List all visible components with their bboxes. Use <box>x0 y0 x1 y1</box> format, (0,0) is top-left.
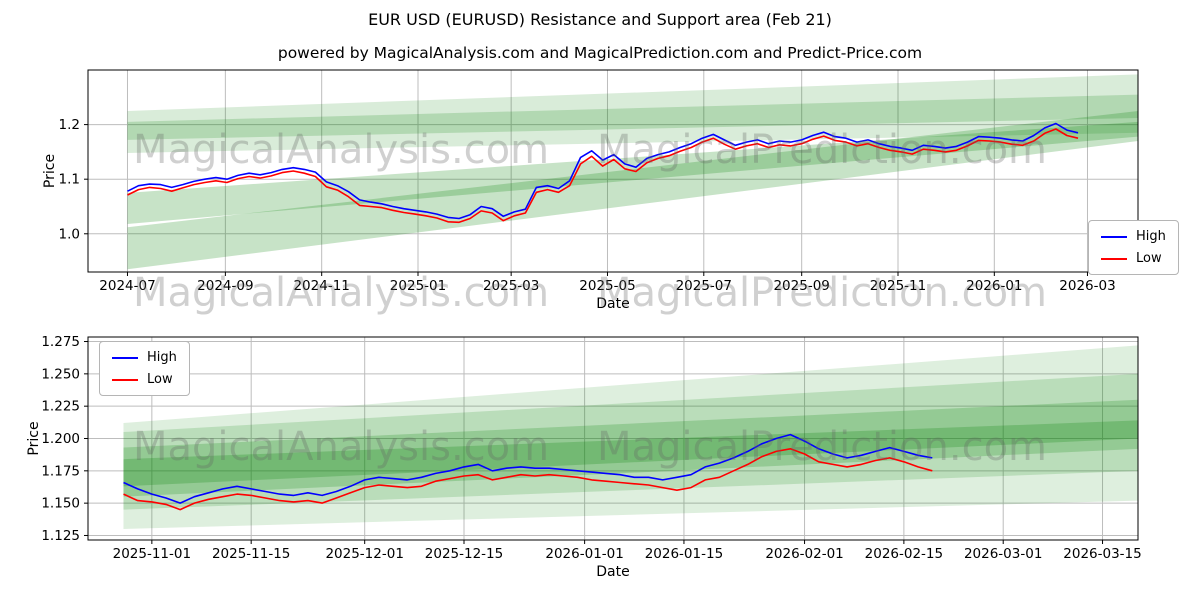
svg-text:2026-02-15: 2026-02-15 <box>865 546 943 562</box>
svg-text:1.2: 1.2 <box>59 117 80 133</box>
figure-title: EUR USD (EURUSD) Resistance and Support … <box>368 10 832 29</box>
svg-text:1.0: 1.0 <box>59 226 80 242</box>
legend-label-high: High <box>1136 229 1166 244</box>
svg-text:1.275: 1.275 <box>41 334 80 350</box>
legend-bottom-chart: High Low <box>99 341 190 396</box>
svg-text:Date: Date <box>596 296 629 312</box>
svg-text:2025-11: 2025-11 <box>870 278 926 294</box>
svg-text:2026-02-01: 2026-02-01 <box>765 546 843 562</box>
legend-item-high: High <box>112 350 177 365</box>
figure-subtitle: powered by MagicalAnalysis.com and Magic… <box>277 44 923 62</box>
svg-text:2025-12-01: 2025-12-01 <box>325 546 403 562</box>
svg-text:1.125: 1.125 <box>41 528 80 544</box>
legend-top-chart: High Low <box>1088 220 1179 275</box>
high-line-swatch <box>112 356 138 359</box>
svg-text:2025-05: 2025-05 <box>579 278 635 294</box>
svg-text:1.250: 1.250 <box>41 366 80 382</box>
svg-text:2025-11-01: 2025-11-01 <box>113 546 191 562</box>
legend-label-low: Low <box>147 372 173 387</box>
svg-text:2026-03: 2026-03 <box>1059 278 1115 294</box>
svg-text:2024-11: 2024-11 <box>293 278 349 294</box>
legend-item-high: High <box>1101 229 1166 244</box>
svg-text:2024-09: 2024-09 <box>197 278 253 294</box>
svg-text:Date: Date <box>596 564 629 580</box>
legend-label-low: Low <box>1136 251 1162 266</box>
low-line-swatch <box>112 378 138 381</box>
svg-text:2025-01: 2025-01 <box>390 278 446 294</box>
svg-text:2026-03-15: 2026-03-15 <box>1063 546 1141 562</box>
svg-text:2026-01: 2026-01 <box>966 278 1022 294</box>
svg-text:1.1: 1.1 <box>59 172 80 188</box>
legend-item-low: Low <box>112 372 177 387</box>
high-line-swatch <box>1101 235 1127 238</box>
svg-text:1.225: 1.225 <box>41 399 80 415</box>
svg-text:2025-11-15: 2025-11-15 <box>212 546 290 562</box>
svg-text:2026-03-01: 2026-03-01 <box>964 546 1042 562</box>
svg-text:1.200: 1.200 <box>41 431 80 447</box>
svg-text:2025-07: 2025-07 <box>676 278 732 294</box>
svg-text:1.175: 1.175 <box>41 463 80 479</box>
svg-text:2024-07: 2024-07 <box>99 278 155 294</box>
svg-text:1.150: 1.150 <box>41 496 80 512</box>
svg-text:Price: Price <box>42 154 58 188</box>
legend-label-high: High <box>147 350 177 365</box>
svg-text:2025-12-15: 2025-12-15 <box>425 546 503 562</box>
svg-text:2025-09: 2025-09 <box>773 278 829 294</box>
svg-text:2026-01-01: 2026-01-01 <box>545 546 623 562</box>
svg-text:2025-03: 2025-03 <box>483 278 539 294</box>
low-line-swatch <box>1101 257 1127 260</box>
svg-text:Price: Price <box>26 421 42 455</box>
svg-text:2026-01-15: 2026-01-15 <box>645 546 723 562</box>
legend-item-low: Low <box>1101 251 1166 266</box>
